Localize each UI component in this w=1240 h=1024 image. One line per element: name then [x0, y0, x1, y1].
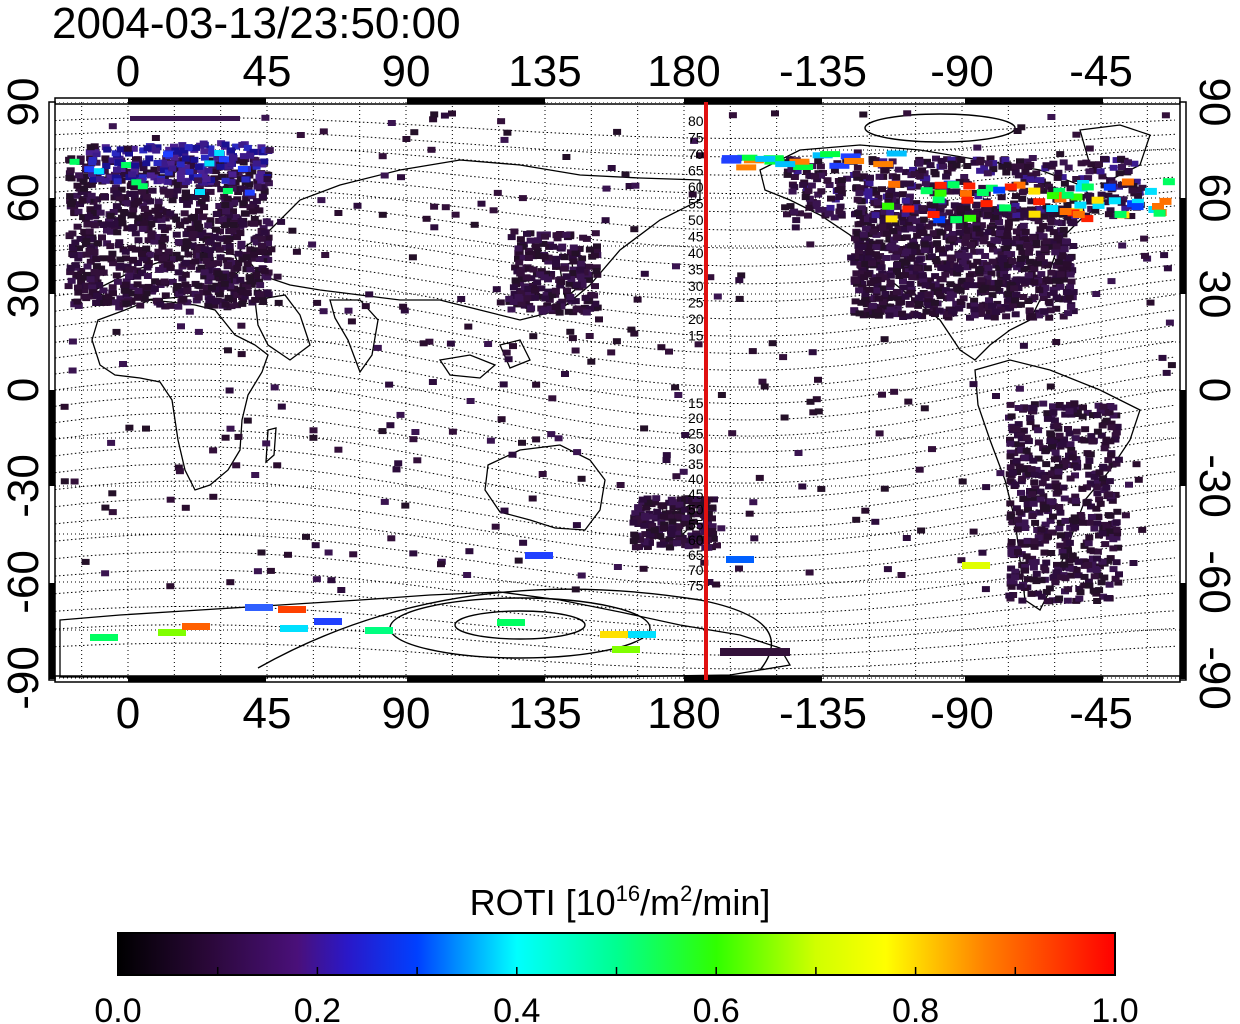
mlat-label-north: 75 — [688, 130, 704, 146]
mlat-label-south: 40 — [688, 471, 704, 487]
mlat-label-north: 15 — [688, 328, 704, 344]
mlat-label-north: 55 — [688, 196, 704, 212]
mlat-label-north: 60 — [688, 179, 704, 195]
mlat-label-north: 20 — [688, 311, 704, 327]
lat-tick-left: 90 — [0, 78, 48, 127]
lon-tick-top: 135 — [508, 47, 581, 96]
colorbar-tick-label: 1.0 — [1091, 992, 1138, 1024]
mlat-label-south: 15 — [688, 395, 704, 411]
lat-tick-left: -90 — [0, 646, 48, 710]
lon-tick-top: -45 — [1069, 47, 1133, 96]
map-border — [48, 97, 1187, 683]
lon-tick-bottom: 135 — [508, 689, 581, 738]
mlat-label-north: 65 — [688, 163, 704, 179]
lat-tick-right: 60 — [1190, 174, 1239, 223]
lat-tick-left: -30 — [0, 454, 48, 518]
lon-tick-top: 90 — [382, 47, 431, 96]
mlat-label-north: 40 — [688, 245, 704, 261]
colorbar-tick-label: 0.0 — [94, 992, 141, 1024]
colorbar-title-exponent: 16 — [615, 881, 641, 906]
colorbar-tick-label: 0.2 — [294, 992, 341, 1024]
mlat-label-south: 45 — [688, 486, 704, 502]
lon-tick-bottom: -90 — [930, 689, 994, 738]
lon-tick-bottom: 0 — [116, 689, 140, 738]
lon-tick-top: 0 — [116, 47, 140, 96]
mlat-label-north: 45 — [688, 229, 704, 245]
mlat-label-north: 50 — [688, 212, 704, 228]
mlat-label-south: 70 — [688, 562, 704, 578]
colorbar-title-unit: /m — [640, 882, 681, 923]
mlat-label-south: 65 — [688, 547, 704, 563]
mlat-label-south: 55 — [688, 517, 704, 533]
lon-tick-top: 45 — [243, 47, 292, 96]
timestamp-title: 2004-03-13/23:50:00 — [52, 0, 461, 48]
colorbar-title-end: /min] — [692, 882, 771, 923]
lon-tick-bottom: 45 — [243, 689, 292, 738]
mlat-label-north: 35 — [688, 262, 704, 278]
lon-tick-top: -135 — [779, 47, 867, 96]
mlat-label-south: 30 — [688, 441, 704, 457]
colorbar-tick-label: 0.8 — [892, 992, 939, 1024]
lat-tick-left: -60 — [0, 550, 48, 614]
colorbar-tick-label: 0.6 — [693, 992, 740, 1024]
magnetic-latitude-labels: 8075706560555045403530252015152025303540… — [688, 113, 704, 593]
lat-tick-right: -30 — [1190, 454, 1239, 518]
lat-tick-right: -60 — [1190, 550, 1239, 614]
mlat-label-south: 75 — [688, 577, 704, 593]
mlat-label-south: 35 — [688, 456, 704, 472]
mlat-label-north: 70 — [688, 146, 704, 162]
mlat-label-north: 30 — [688, 278, 704, 294]
lat-tick-left: 60 — [0, 174, 48, 223]
colorbar: 0.0 0.2 0.4 0.6 0.8 1.0 — [94, 932, 1139, 1024]
lat-tick-right: 30 — [1190, 270, 1239, 319]
lat-tick-right: -90 — [1190, 646, 1239, 710]
mlat-label-north: 80 — [688, 113, 704, 129]
colorbar-title-exponent-2: 2 — [680, 881, 693, 906]
lon-tick-top: -90 — [930, 47, 994, 96]
lon-tick-bottom: -45 — [1069, 689, 1133, 738]
lon-tick-bottom: -135 — [779, 689, 867, 738]
lon-tick-top: 180 — [647, 47, 720, 96]
roti-data-points — [60, 110, 1176, 656]
lat-tick-left: 30 — [0, 270, 48, 319]
lon-tick-bottom: 180 — [647, 689, 720, 738]
colorbar-tick-label: 0.4 — [493, 992, 540, 1024]
lat-tick-right: 90 — [1190, 78, 1239, 127]
lon-tick-bottom: 90 — [382, 689, 431, 738]
colorbar-title-main: ROTI [10 — [469, 882, 616, 923]
colorbar-title: ROTI [1016/m2/min] — [0, 872, 1240, 925]
mlat-label-south: 60 — [688, 532, 704, 548]
lat-tick-right: 0 — [1190, 378, 1239, 402]
mlat-label-south: 25 — [688, 425, 704, 441]
mlat-label-south: 20 — [688, 410, 704, 426]
mlat-label-south: 50 — [688, 501, 704, 517]
lat-tick-left: 0 — [0, 378, 48, 402]
mlat-label-north: 25 — [688, 295, 704, 311]
